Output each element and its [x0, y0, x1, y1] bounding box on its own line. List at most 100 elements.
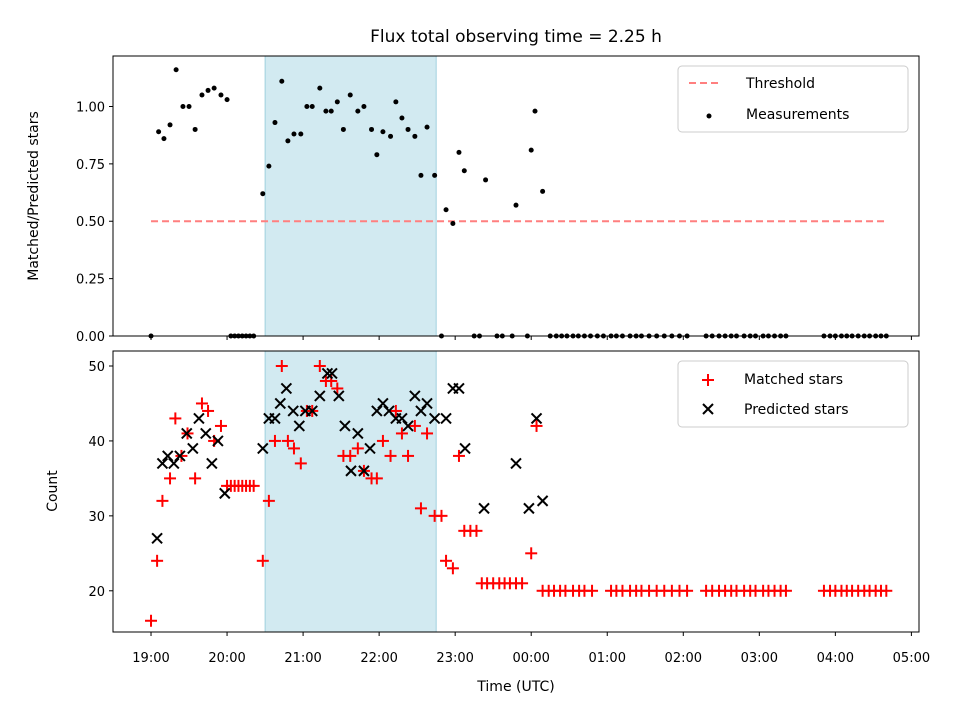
- predicted-stars-point: [280, 382, 293, 395]
- x-tick-label: 21:00: [284, 651, 321, 666]
- matched-stars-point: [151, 554, 164, 567]
- predicted-stars-point: [151, 532, 163, 545]
- legend-matched-swatch: [702, 374, 714, 386]
- predicted-stars-point: [293, 420, 305, 432]
- top-panel-frame: [112, 55, 920, 337]
- matched-stars-point: [169, 412, 182, 425]
- predicted-stars-point: [333, 390, 345, 402]
- measurements-point: [323, 108, 329, 114]
- measurements-point: [309, 103, 315, 109]
- matched-stars-point: [156, 494, 169, 507]
- legend-threshold-label: Threshold: [745, 76, 815, 92]
- x-tick-label: 23:00: [436, 651, 473, 666]
- x-axis-label: Time (UTC): [476, 679, 554, 695]
- matched-stars-point: [452, 449, 465, 462]
- predicted-stars-point: [174, 450, 186, 462]
- predicted-stars-point: [287, 405, 299, 417]
- measurements-point: [393, 99, 399, 105]
- measurements-point: [272, 120, 278, 126]
- matched-stars-point: [681, 584, 694, 597]
- measurements-point: [291, 131, 297, 137]
- measurements-point: [461, 168, 467, 174]
- x-tick-label: 05:00: [893, 651, 930, 666]
- matched-stars-point: [262, 494, 275, 507]
- bottom-legend: Matched stars Predicted stars: [677, 360, 909, 428]
- measurements-point: [340, 126, 346, 132]
- matched-stars-point: [247, 479, 260, 492]
- measurements-point: [180, 103, 186, 109]
- measurements-point: [405, 126, 411, 132]
- measurements-point: [418, 172, 424, 178]
- matched-stars-point: [175, 449, 188, 462]
- measurements-point: [260, 191, 266, 197]
- measurements-point: [456, 149, 462, 155]
- predicted-stars-point: [193, 412, 205, 425]
- y-tick-label: 0.25: [76, 273, 105, 288]
- legend-matched-label: Matched stars: [744, 372, 843, 388]
- x-tick-label: 03:00: [741, 651, 778, 666]
- predicted-stars-point: [453, 382, 465, 395]
- measurements-point: [334, 99, 340, 105]
- measurements-point: [156, 129, 162, 135]
- predicted-stars-point: [409, 390, 421, 402]
- matched-stars-point: [395, 427, 408, 440]
- matched-stars-point: [214, 419, 227, 432]
- predicted-stars-point: [269, 412, 281, 425]
- matched-stars-point: [370, 472, 383, 485]
- measurements-point: [361, 103, 367, 109]
- top-legend-box: [677, 65, 909, 133]
- measurements-point: [266, 163, 272, 169]
- matched-stars-point: [880, 584, 893, 597]
- predicted-stars-point: [459, 442, 471, 455]
- predicted-stars-point: [478, 502, 490, 515]
- measurements-point: [285, 138, 291, 144]
- y-tick-label: 40: [88, 435, 105, 450]
- x-tick-label: 22:00: [360, 651, 397, 666]
- y-tick-label: 50: [88, 360, 105, 375]
- measurements-point: [369, 126, 375, 132]
- predicted-stars-point: [536, 495, 549, 507]
- predicted-stars-point: [212, 435, 224, 447]
- matched-stars-point: [402, 449, 415, 462]
- matched-stars-point: [389, 404, 402, 417]
- predicted-stars-point: [339, 420, 351, 432]
- measurements-point: [298, 131, 304, 137]
- matched-stars-point: [384, 449, 397, 462]
- measurements-point: [328, 108, 334, 114]
- predicted-stars-point: [421, 397, 433, 410]
- matched-stars-point: [313, 359, 326, 372]
- predicted-stars-point: [274, 397, 286, 410]
- measurements-point: [532, 108, 538, 114]
- matched-stars-point: [435, 509, 448, 522]
- predicted-stars-point: [156, 457, 169, 470]
- bottom-legend-box: [677, 360, 909, 428]
- matched-stars-point: [530, 419, 543, 432]
- predicted-stars-point: [200, 427, 212, 440]
- measurements-point: [412, 133, 418, 139]
- measurements-point: [513, 202, 519, 208]
- predicted-stars-point: [326, 367, 338, 380]
- matched-stars-point: [414, 502, 427, 515]
- matched-stars-point: [268, 434, 281, 447]
- measurements-point: [450, 221, 456, 227]
- measurements-point: [424, 124, 430, 130]
- x-tick-label: 19:00: [132, 651, 169, 666]
- shaded-observing-span: [264, 55, 437, 337]
- matched-stars-point: [408, 419, 421, 432]
- matched-stars-point: [344, 449, 357, 462]
- y-tick-label: 0.75: [76, 158, 105, 173]
- measurements-point: [399, 115, 405, 121]
- predicted-stars-point: [219, 487, 231, 500]
- matched-stars-point: [446, 562, 459, 575]
- measurements-point: [304, 103, 310, 109]
- legend-predicted-swatch: [702, 403, 714, 415]
- legend-measurement-label: Measurements: [746, 107, 849, 123]
- measurements-point: [432, 172, 438, 178]
- matched-stars-point: [256, 554, 269, 567]
- measurements-point: [528, 147, 534, 153]
- shaded-observing-span: [264, 350, 437, 633]
- y-tick-label: 0.00: [76, 330, 105, 345]
- matched-stars-point: [164, 472, 177, 485]
- measurements-point: [173, 67, 179, 73]
